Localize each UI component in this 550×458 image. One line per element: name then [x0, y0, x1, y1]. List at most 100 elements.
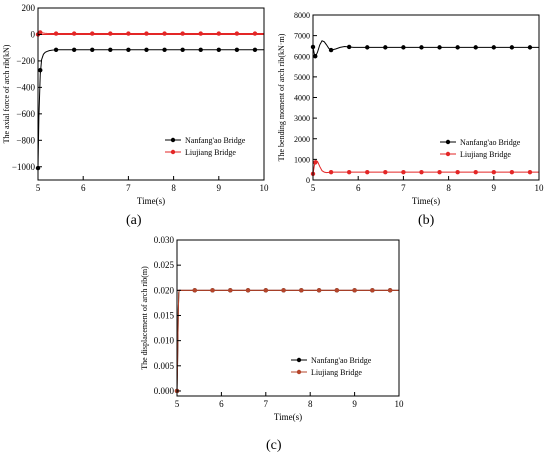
series-0-marker	[180, 47, 185, 53]
x-axis-label: Time(s)	[274, 412, 302, 422]
series-1-marker	[455, 169, 460, 175]
legend-label: Nanfang'ao Bridge	[460, 138, 521, 147]
panel-caption-c: (c)	[266, 438, 282, 453]
series-0-marker	[509, 45, 515, 50]
series-1-marker	[387, 288, 393, 293]
series-1-marker	[419, 169, 424, 175]
chart-b-svg: 5 6 7 8 9 10 0 1000 2000 3000 4000 5000 6000 7000 8000…	[277, 11, 545, 206]
series-0-marker	[126, 47, 131, 53]
chart-panel-a: 5 6 7 8 9 10 −1000 −800 −600 −400 −200 0 200 Time(s) T…	[0, 0, 275, 206]
legend-label: Liujiang Bridge	[311, 368, 362, 377]
y-tick-label: 2000	[294, 135, 310, 144]
series-1-marker	[527, 169, 533, 175]
series-1-marker	[108, 31, 113, 36]
series-1-marker	[71, 31, 77, 36]
series-1-marker	[437, 169, 442, 175]
legend-label: Liujiang Bridge	[185, 148, 236, 157]
x-tick-label: 6	[81, 183, 86, 193]
legend-marker-1	[445, 151, 451, 157]
series-1-marker	[299, 288, 304, 293]
y-tick-label: 200	[22, 3, 36, 13]
y-tick-label: 0.030	[154, 235, 175, 245]
x-axis-label: Time(s)	[412, 196, 440, 206]
x-tick-label: 10	[260, 183, 270, 193]
legend-marker-1	[170, 149, 176, 155]
x-tick-label: 5	[36, 183, 41, 193]
y-tick-label: −800	[16, 135, 35, 145]
series-0-marker	[38, 67, 43, 73]
y-axis-label: The axial force of arch rib(kN)	[2, 44, 11, 143]
x-tick-label: 10	[395, 399, 405, 409]
chart-a-svg: 5 6 7 8 9 10 −1000 −800 −600 −400 −200 0 200 Time(s) T…	[2, 3, 270, 206]
chart-panel-c: 5 6 7 8 9 10 0.000 0.005 0.010 0.015 0.020 0.025 0.0…	[138, 232, 413, 438]
series-1-marker	[53, 31, 59, 36]
series-0-marker	[365, 45, 370, 50]
series-0-marker	[53, 47, 59, 53]
x-tick-label: 6	[356, 183, 361, 193]
series-1-marker	[509, 169, 515, 175]
series-0-marker	[383, 45, 388, 50]
series-1-marker	[192, 288, 197, 293]
series-0-marker	[234, 47, 240, 53]
x-tick-label: 9	[217, 183, 222, 193]
series-1-marker	[370, 288, 375, 293]
series-line-0	[176, 289, 399, 391]
series-line-1	[312, 159, 539, 174]
x-axis-label: Time(s)	[137, 196, 165, 206]
series-0-marker	[473, 45, 478, 50]
series-1-marker	[313, 160, 318, 165]
y-tick-label: −400	[16, 82, 35, 92]
series-1-marker	[198, 31, 203, 36]
series-1-marker	[252, 31, 258, 36]
x-tick-label: 7	[264, 399, 269, 409]
series-1-marker	[90, 31, 95, 36]
y-axis-label: The bending moment of arch rib(kN·m)	[277, 33, 286, 161]
series-0-marker	[419, 45, 424, 50]
series-1-marker	[263, 288, 268, 293]
panel-caption-a: (a)	[126, 213, 142, 228]
panel-caption-b: (b)	[418, 213, 435, 228]
series-1-marker	[234, 31, 240, 36]
series-1-marker	[144, 31, 149, 36]
x-tick-label: 9	[352, 399, 357, 409]
legend-label: Liujiang Bridge	[460, 150, 511, 159]
series-0-marker	[346, 44, 352, 50]
y-tick-label: 0	[31, 29, 36, 39]
series-1-marker	[216, 31, 221, 36]
series-line-1	[176, 289, 399, 391]
series-1-marker	[352, 288, 357, 293]
legend-label: Nanfang'ao Bridge	[311, 356, 372, 365]
series-1-marker	[473, 169, 478, 175]
y-tick-label: 0.025	[154, 260, 175, 270]
series-1-marker	[328, 169, 334, 175]
y-axis-label: The displacement of arch rib(m)	[140, 266, 149, 370]
x-tick-label: 7	[401, 183, 406, 193]
y-tick-label: 5000	[294, 73, 310, 82]
series-0-marker	[144, 47, 149, 53]
series-0-marker	[252, 47, 258, 53]
y-tick-label: −1000	[12, 162, 36, 172]
series-1-marker	[316, 288, 322, 293]
series-0-marker	[401, 45, 406, 50]
y-tick-label: 6000	[294, 52, 310, 61]
series-0-marker	[90, 47, 95, 53]
x-tick-label: 8	[171, 183, 176, 193]
x-tick-label: 8	[308, 399, 313, 409]
series-1-marker	[228, 288, 233, 293]
plot-frame	[176, 239, 400, 397]
plot-frame	[37, 7, 265, 181]
y-tick-label: 4000	[294, 94, 310, 103]
x-tick-label: 10	[535, 183, 545, 193]
legend-label: Nanfang'ao Bridge	[185, 136, 246, 145]
series-0-marker	[455, 45, 460, 50]
x-tick-label: 5	[175, 399, 180, 409]
series-line-0	[312, 40, 539, 58]
series-0-marker	[108, 47, 113, 53]
series-1-marker	[281, 288, 286, 293]
x-tick-label: 7	[126, 183, 131, 193]
series-0-marker	[216, 47, 221, 53]
legend-marker-0	[170, 137, 176, 143]
y-tick-label: −200	[16, 56, 35, 66]
x-tick-label: 9	[492, 183, 497, 193]
series-0-marker	[198, 47, 203, 53]
